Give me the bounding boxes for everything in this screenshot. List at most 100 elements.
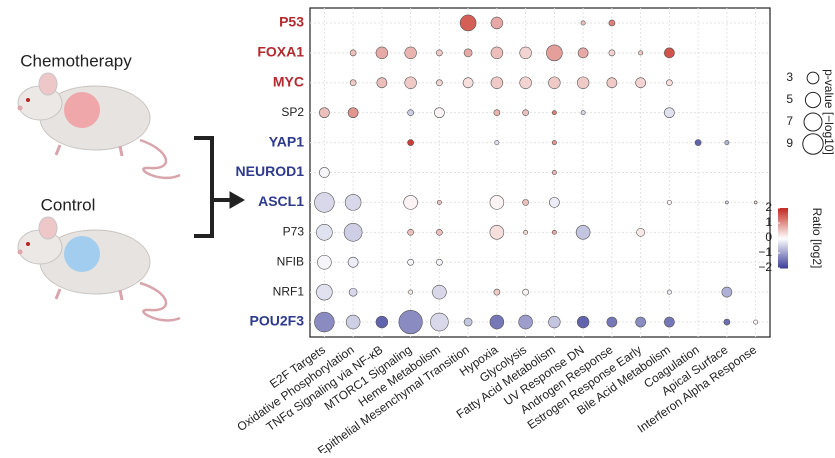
colorbar-cell <box>778 226 788 229</box>
dot <box>549 197 560 208</box>
y-tick-label: POU2F3 <box>250 313 305 329</box>
colorbar-label: 0 <box>765 230 772 244</box>
colorbar-cell <box>778 240 788 243</box>
dot <box>551 170 557 175</box>
dot <box>608 49 616 57</box>
dot <box>551 229 557 235</box>
colorbar-cell <box>778 224 788 227</box>
y-tick-label: ASCL1 <box>258 193 304 209</box>
y-tick-label: NRF1 <box>273 284 305 298</box>
dot <box>576 76 590 89</box>
dot <box>407 228 414 236</box>
dot <box>551 140 557 146</box>
dot <box>666 289 672 295</box>
dot <box>494 140 500 146</box>
colorbar-label: 1 <box>765 215 772 229</box>
dot <box>317 254 332 270</box>
y-tick-label: NFIB <box>277 254 304 268</box>
colorbar-cell <box>778 256 788 259</box>
colorbar-cell <box>778 208 788 211</box>
colorbar-cell <box>778 252 788 255</box>
colorbar-cell <box>778 212 788 215</box>
dot <box>347 107 359 119</box>
colorbar-cell <box>778 242 788 245</box>
dot <box>606 77 618 89</box>
dot <box>664 47 675 59</box>
dot <box>635 77 646 89</box>
colorbar-cell <box>778 250 788 253</box>
colorbar-cell <box>778 238 788 241</box>
dot <box>349 49 357 57</box>
dot <box>724 140 730 146</box>
dot <box>436 258 443 266</box>
dot <box>404 46 417 60</box>
dot <box>345 314 361 330</box>
dot <box>638 50 644 56</box>
y-tick-label: P53 <box>279 14 304 30</box>
dot <box>463 317 473 327</box>
dot <box>314 311 335 333</box>
dot <box>398 309 423 335</box>
dot <box>493 288 501 296</box>
dot <box>606 316 618 328</box>
dot <box>519 76 532 89</box>
dot <box>489 225 505 240</box>
dot <box>721 286 733 298</box>
dot <box>666 79 673 87</box>
colorbar-cell <box>778 222 788 225</box>
bracket-arrow <box>194 136 246 238</box>
dot <box>753 200 758 205</box>
dot <box>462 77 474 89</box>
colorbar-cell <box>778 264 788 267</box>
colorbar-label: −2 <box>758 260 772 274</box>
dot <box>314 192 335 213</box>
dot <box>636 227 645 237</box>
dot <box>548 76 561 89</box>
mouse-chemo <box>17 72 181 180</box>
colorbar-label: −1 <box>758 245 772 259</box>
dot <box>434 107 445 119</box>
dot <box>375 315 389 329</box>
colorbar-title: Ratio [log2] <box>810 208 824 269</box>
colorbar-cell <box>778 220 788 223</box>
dot <box>344 194 362 211</box>
dot <box>666 199 672 205</box>
size-legend-dot <box>803 112 823 132</box>
colorbar-cell <box>778 230 788 233</box>
y-tick-label: SP2 <box>281 105 304 119</box>
colorbar-cell <box>778 254 788 257</box>
dot <box>551 110 557 116</box>
colorbar-cell <box>778 244 788 247</box>
colorbar-cell <box>778 246 788 249</box>
dot <box>490 46 504 60</box>
colorbar-cell <box>778 210 788 213</box>
dot <box>490 16 504 30</box>
colorbar-cell <box>778 236 788 239</box>
dot <box>664 316 675 328</box>
dot <box>436 79 443 87</box>
dot <box>403 195 418 210</box>
dot <box>546 44 563 62</box>
dot <box>664 107 675 119</box>
dot <box>316 224 333 241</box>
size-legend-dot <box>804 91 822 109</box>
y-tick-label: YAP1 <box>269 133 305 149</box>
dot <box>575 225 591 240</box>
dot <box>694 139 702 146</box>
size-legend-label: 3 <box>786 70 793 84</box>
colorbar-label: 2 <box>765 200 772 214</box>
dot <box>725 200 729 205</box>
dot <box>489 195 505 210</box>
dot <box>404 76 417 89</box>
colorbar-cell <box>778 266 788 269</box>
dot <box>375 46 389 60</box>
dot <box>459 14 477 32</box>
dot <box>347 256 359 268</box>
dot <box>319 167 330 178</box>
dot <box>490 76 504 89</box>
size-legend-label: 9 <box>786 136 793 150</box>
dot <box>319 107 330 119</box>
y-tick-label: MYC <box>273 73 304 89</box>
group-label: Chemotherapy <box>20 51 132 70</box>
mouse-control <box>17 216 181 322</box>
